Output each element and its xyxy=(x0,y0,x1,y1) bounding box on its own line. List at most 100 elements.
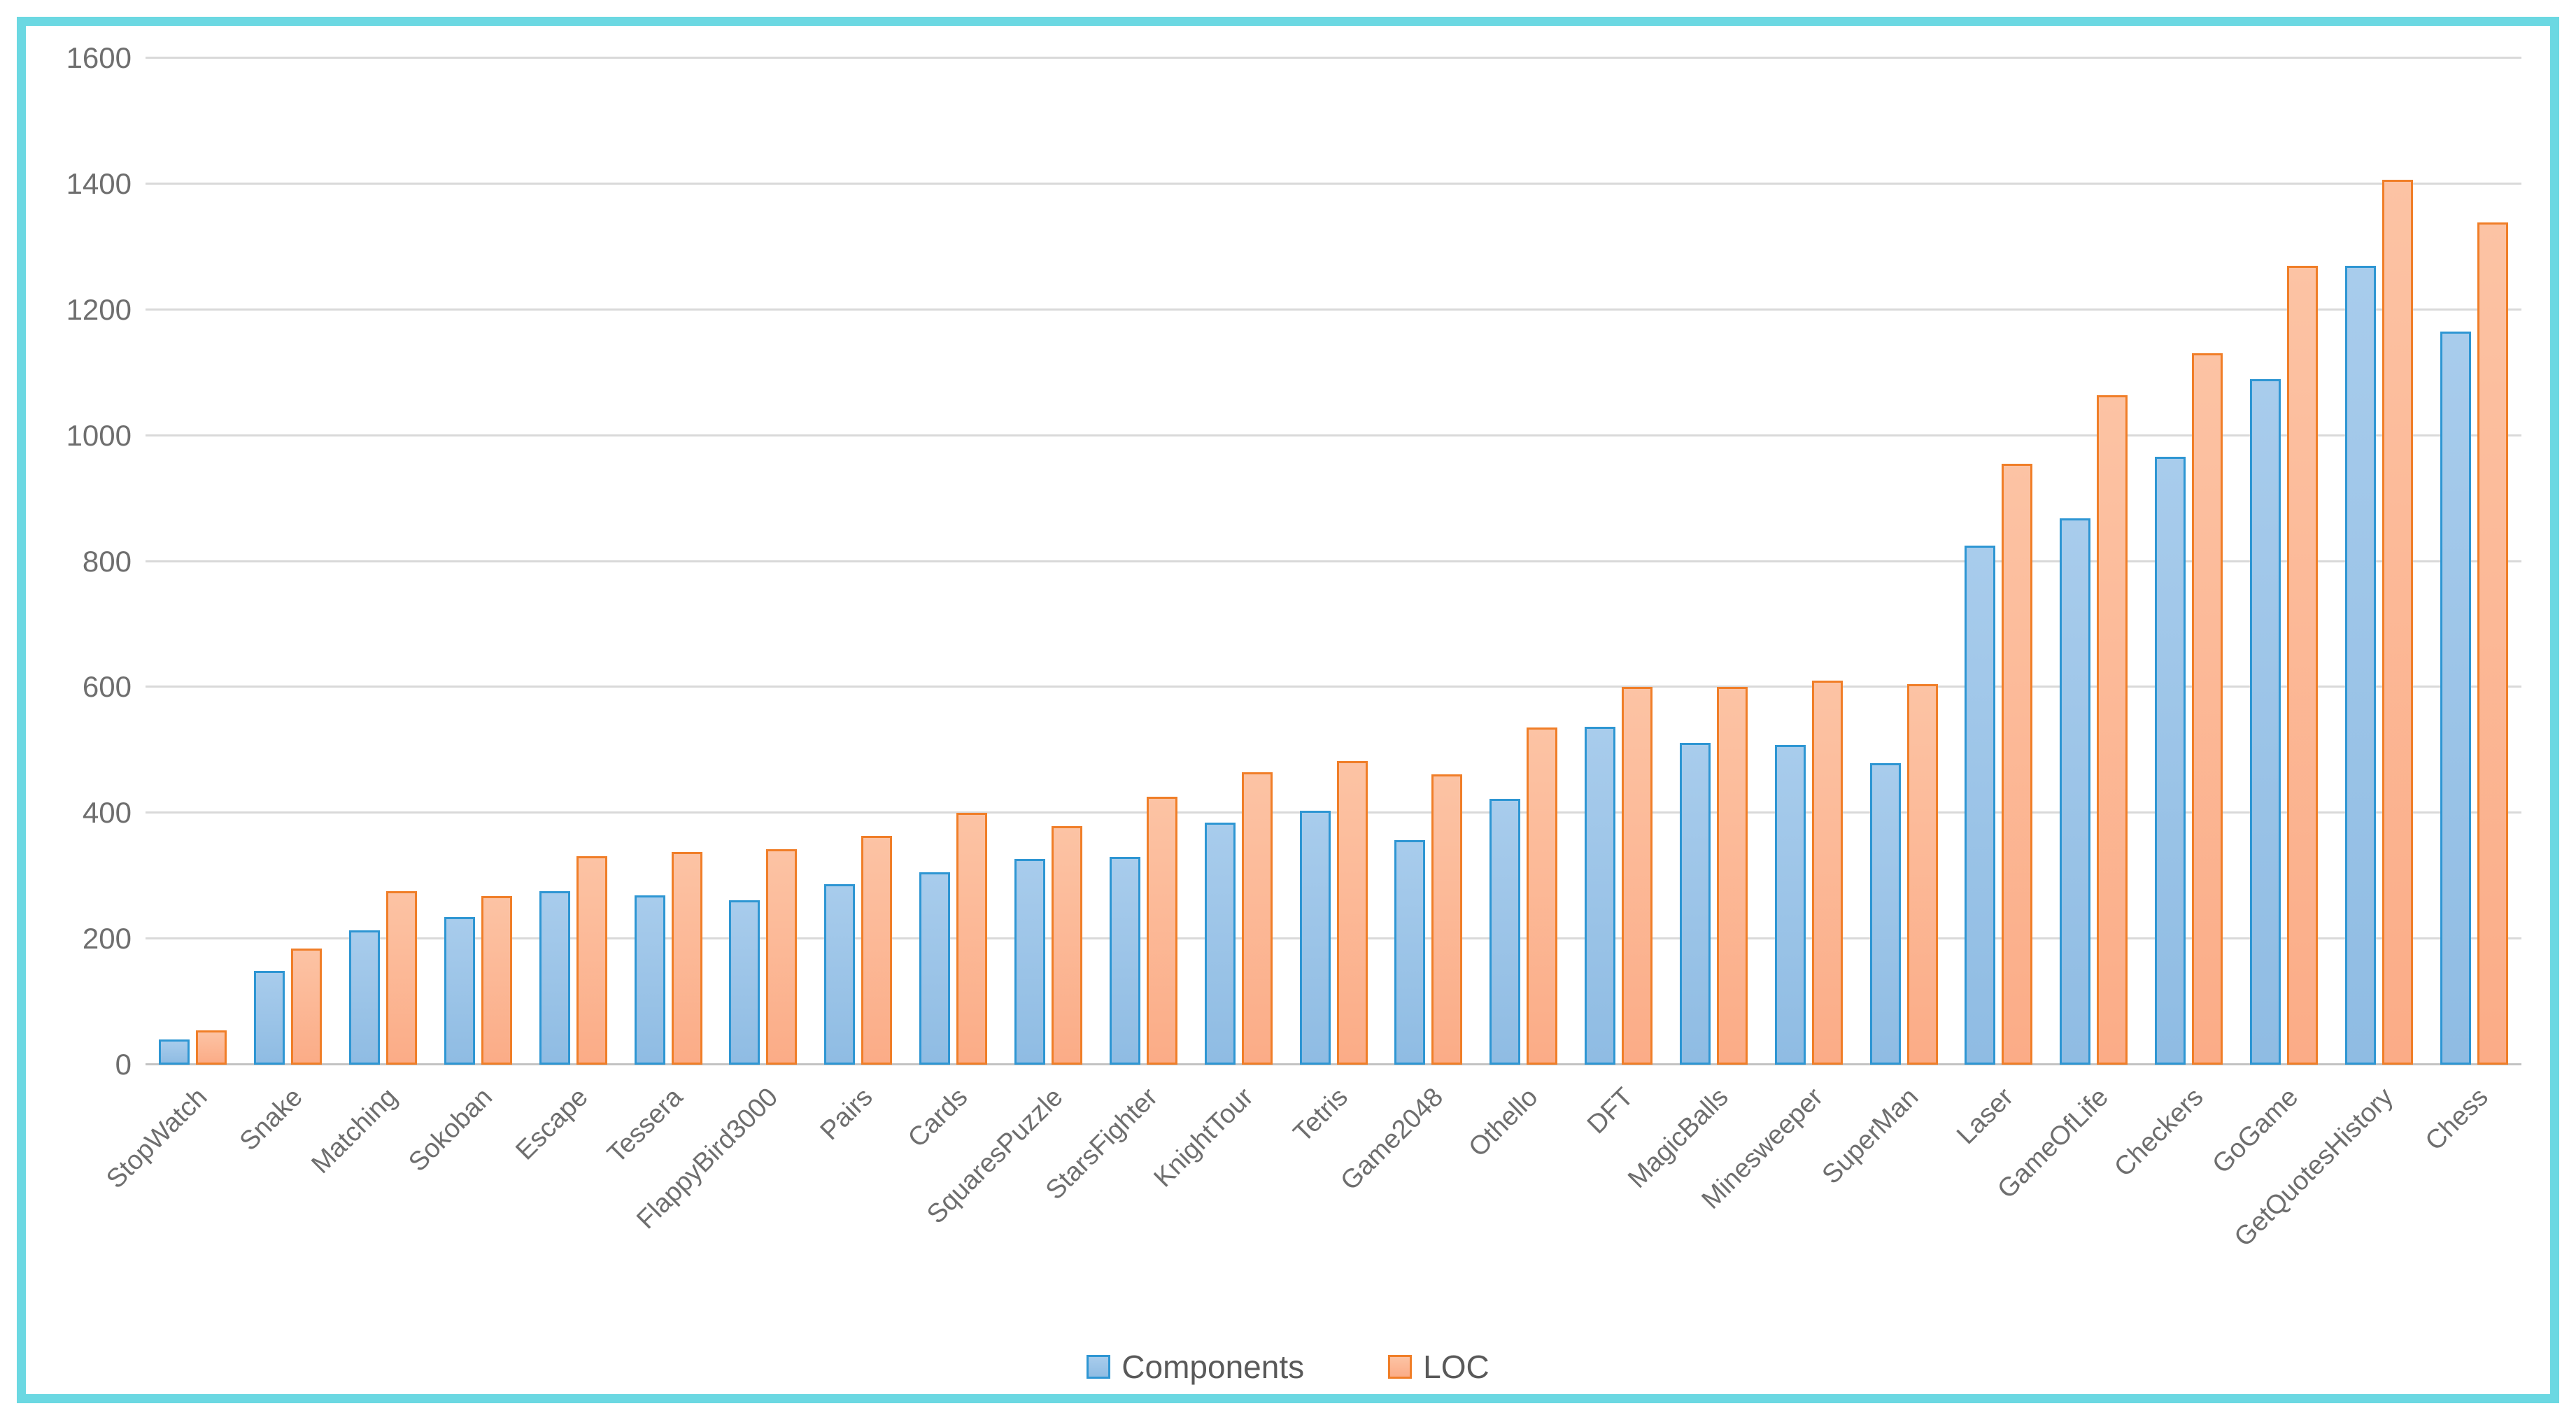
bar-components-GetQuotesHistory xyxy=(2344,265,2376,1065)
category-slot-Game2048: Game2048 xyxy=(1335,58,1476,1196)
x-axis-label-Snake: Snake xyxy=(234,1082,309,1157)
y-axis-label-1400: 1400 xyxy=(66,166,132,200)
y-axis-labels: 0 200 400 600 800 1000 1200 1400 1600 xyxy=(26,43,132,1079)
bar-components-StopWatch xyxy=(159,1039,190,1065)
bar-components-Tessera xyxy=(634,895,665,1065)
category-slot-Matching: Matching xyxy=(306,58,431,1179)
bar-loc-Pairs xyxy=(861,835,893,1065)
bar-loc-StarsFighter xyxy=(1146,796,1177,1065)
bar-loc-Tetris xyxy=(1336,760,1368,1065)
category-slot-FlappyBird3000: FlappyBird3000 xyxy=(631,58,811,1235)
x-axis-label-KnightTour: KnightTour xyxy=(1148,1082,1259,1193)
category-slot-GoGame: GoGame xyxy=(2207,58,2332,1179)
bar-components-Escape xyxy=(539,890,570,1065)
y-axis-label-1200: 1200 xyxy=(66,292,132,326)
legend-swatch-loc xyxy=(1388,1355,1413,1379)
bar-loc-DFT xyxy=(1622,687,1653,1065)
x-axis-label-GoGame: GoGame xyxy=(2207,1082,2305,1180)
x-axis-label-Checkers: Checkers xyxy=(2109,1082,2209,1183)
bar-components-Tetris xyxy=(1299,810,1331,1065)
bar-loc-GoGame xyxy=(2286,265,2318,1065)
category-slot-KnightTour: KnightTour xyxy=(1148,58,1286,1193)
gridline-600 xyxy=(146,686,2521,688)
bar-loc-MagicBalls xyxy=(1716,687,1748,1065)
y-axis-label-800: 800 xyxy=(82,544,132,578)
bar-loc-GetQuotesHistory xyxy=(2382,179,2413,1065)
y-axis-label-600: 600 xyxy=(82,670,132,704)
bar-loc-Cards xyxy=(956,813,988,1065)
bar-loc-Minesweeper xyxy=(1811,681,1843,1065)
y-axis-label-1600: 1600 xyxy=(66,41,132,74)
x-axis-label-Chess: Chess xyxy=(2420,1082,2495,1157)
x-axis-label-Game2048: Game2048 xyxy=(1335,1082,1449,1196)
category-slot-Tetris: Tetris xyxy=(1286,58,1381,1148)
x-axis-label-Cards: Cards xyxy=(903,1082,974,1153)
bar-loc-Sokoban xyxy=(481,895,512,1065)
bar-components-SuperMan xyxy=(1869,763,1901,1065)
y-axis-label-1000: 1000 xyxy=(66,418,132,452)
category-slot-Chess: Chess xyxy=(2420,58,2521,1156)
bar-loc-Chess xyxy=(2477,222,2508,1065)
category-slot-SquaresPuzzle: SquaresPuzzle xyxy=(921,58,1096,1230)
bar-loc-Escape xyxy=(576,856,607,1065)
x-axis-label-SuperMan: SuperMan xyxy=(1816,1082,1925,1190)
bar-loc-Othello xyxy=(1527,727,1558,1065)
x-axis-label-Tetris: Tetris xyxy=(1288,1082,1354,1149)
bars-region: StopWatch Snake Matching Sokoban Escape Tesse… xyxy=(101,58,2521,1253)
x-axis-label-StopWatch: StopWatch xyxy=(101,1082,213,1195)
bar-loc-Laser xyxy=(2002,464,2033,1065)
legend-label-loc: LOC xyxy=(1423,1349,1489,1385)
category-slot-Cards: Cards xyxy=(903,58,1001,1153)
legend-item-loc: LOC xyxy=(1388,1351,1489,1383)
category-slot-Checkers: Checkers xyxy=(2109,58,2237,1182)
bar-components-Game2048 xyxy=(1394,839,1426,1065)
gridline-1000 xyxy=(146,434,2521,436)
bar-components-Chess xyxy=(2440,332,2471,1065)
category-slot-Laser: Laser xyxy=(1951,58,2046,1150)
bar-components-Laser xyxy=(1965,546,1996,1065)
bar-loc-Checkers xyxy=(2192,353,2223,1065)
bar-loc-SuperMan xyxy=(1906,683,1938,1065)
bar-loc-StopWatch xyxy=(196,1030,227,1065)
category-slot-SuperMan: SuperMan xyxy=(1816,58,1951,1190)
bar-components-Matching xyxy=(349,930,381,1065)
category-slot-Escape: Escape xyxy=(510,58,621,1166)
bar-loc-Snake xyxy=(291,948,323,1065)
bar-loc-GameOfLife xyxy=(2097,395,2128,1065)
chart-frame: 0 200 400 600 800 1000 1200 1400 1600 StopWatch S… xyxy=(17,17,2559,1403)
plot-area: StopWatch Snake Matching Sokoban Escape Tesse… xyxy=(101,57,2521,1253)
gridline-1200 xyxy=(146,308,2521,311)
bar-components-Othello xyxy=(1489,799,1521,1065)
bar-loc-SquaresPuzzle xyxy=(1052,826,1083,1065)
bar-loc-FlappyBird3000 xyxy=(766,849,798,1065)
x-axis-label-Matching: Matching xyxy=(306,1082,404,1180)
bar-components-Cards xyxy=(919,872,951,1065)
category-slot-GameOfLife: GameOfLife xyxy=(1992,58,2142,1205)
x-axis-label-Othello: Othello xyxy=(1463,1082,1544,1163)
bar-components-Snake xyxy=(254,971,285,1065)
category-slot-Minesweeper: Minesweeper xyxy=(1697,58,1856,1215)
bar-components-DFT xyxy=(1585,727,1616,1065)
bar-components-GoGame xyxy=(2249,378,2281,1065)
legend-item-components: Components xyxy=(1087,1351,1304,1383)
gridline-200 xyxy=(146,937,2521,940)
category-slot-Tessera: Tessera xyxy=(602,58,716,1169)
bar-components-Checkers xyxy=(2155,457,2186,1065)
bar-components-StarsFighter xyxy=(1109,857,1140,1065)
bar-components-Pairs xyxy=(824,883,856,1065)
bar-loc-Tessera xyxy=(671,852,702,1065)
category-slot-StarsFighter: StarsFighter xyxy=(1040,58,1191,1205)
category-slot-Othello: Othello xyxy=(1464,58,1571,1163)
x-axis-label-GetQuotesHistory: GetQuotesHistory xyxy=(2229,1082,2400,1253)
legend: Components LOC xyxy=(26,1351,2550,1383)
x-axis-label-Escape: Escape xyxy=(509,1082,594,1166)
category-slot-Pairs: Pairs xyxy=(811,58,906,1146)
bar-components-Sokoban xyxy=(444,916,475,1065)
y-axis-label-200: 200 xyxy=(82,922,132,956)
bar-components-Minesweeper xyxy=(1774,745,1806,1065)
bar-loc-Matching xyxy=(386,890,418,1065)
legend-label-components: Components xyxy=(1121,1349,1305,1385)
gridlines xyxy=(146,57,2521,1065)
bar-components-SquaresPuzzle xyxy=(1014,858,1046,1065)
y-axis-label-0: 0 xyxy=(115,1048,132,1081)
